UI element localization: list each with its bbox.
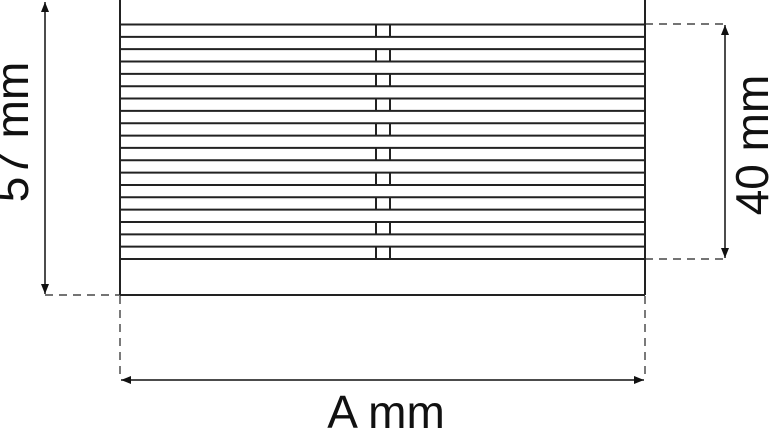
dimension-height-total: 57 mm xyxy=(0,1,120,296)
dimension-width: A mm xyxy=(119,296,646,435)
dimension-label-40mm: 40 mm xyxy=(726,75,770,216)
slats xyxy=(120,23,645,260)
dimension-height-slats: 40 mm xyxy=(645,23,770,260)
dimension-label-width: A mm xyxy=(327,386,445,435)
dimension-label-57mm: 57 mm xyxy=(0,62,38,203)
